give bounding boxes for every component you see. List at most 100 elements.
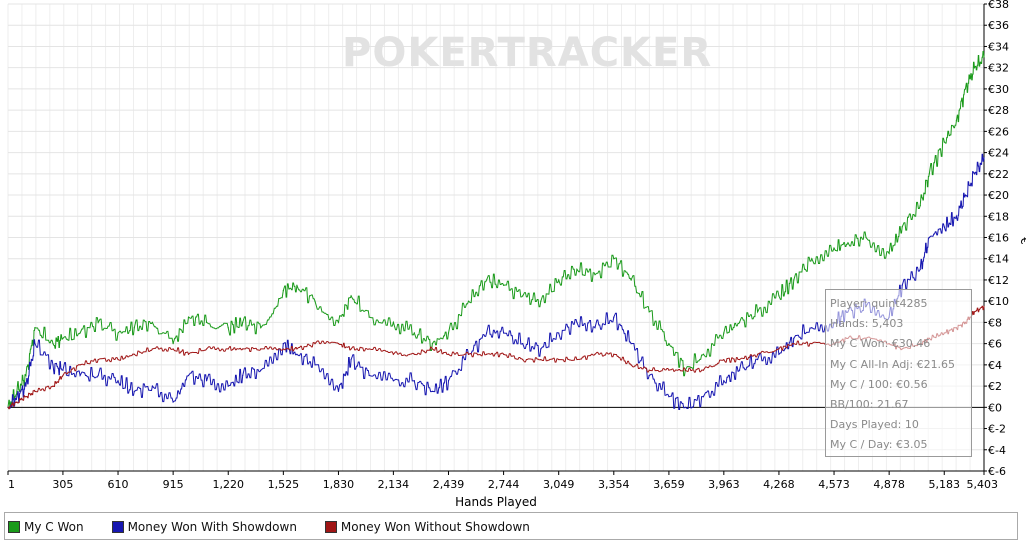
- y-tick-label: €20: [988, 189, 1009, 202]
- y-axis-label: €: [1018, 237, 1026, 245]
- legend-item-my-c-won: My C Won: [8, 520, 84, 534]
- data-point: [576, 268, 578, 270]
- data-point: [97, 358, 99, 361]
- x-tick-label: 3,659: [653, 478, 685, 491]
- data-point: [702, 353, 705, 355]
- data-point: [282, 289, 284, 292]
- data-point: [983, 157, 985, 159]
- data-point: [314, 343, 316, 345]
- data-point: [811, 258, 813, 260]
- x-tick-label: 2,439: [433, 478, 465, 491]
- data-point: [337, 321, 340, 324]
- data-point: [630, 343, 632, 345]
- data-point: [811, 343, 813, 345]
- legend-label: Money Won With Showdown: [127, 520, 297, 534]
- legend-label: Money Won Without Showdown: [340, 520, 530, 534]
- data-point: [684, 369, 686, 371]
- data-point: [34, 390, 36, 392]
- y-tick-label: €34: [988, 40, 1009, 53]
- y-tick-label: €-6: [988, 465, 1006, 478]
- data-point: [793, 337, 795, 339]
- y-tick-label: €10: [988, 295, 1009, 308]
- data-point: [62, 337, 64, 339]
- data-point: [522, 343, 524, 345]
- data-point: [702, 396, 705, 398]
- stat-won: My C Won: €30.46: [830, 337, 931, 351]
- data-point: [540, 358, 542, 361]
- data-point: [16, 390, 18, 392]
- data-point: [205, 380, 208, 382]
- data-point: [757, 311, 759, 313]
- data-point: [630, 364, 632, 366]
- data-point: [668, 343, 670, 345]
- data-point: [576, 358, 578, 361]
- data-point: [227, 327, 229, 329]
- x-tick-label: 2,744: [488, 478, 520, 491]
- data-point: [242, 374, 244, 377]
- data-point: [296, 284, 298, 286]
- x-tick-label: 1,830: [323, 478, 355, 491]
- data-point: [368, 374, 370, 377]
- data-point: [723, 358, 725, 361]
- data-point: [502, 284, 505, 286]
- data-point: [901, 284, 903, 286]
- legend-swatch: [111, 521, 124, 533]
- data-point: [613, 353, 615, 355]
- data-point: [558, 332, 560, 334]
- y-tick-label: €30: [988, 83, 1009, 96]
- data-point: [133, 327, 135, 329]
- data-point: [117, 380, 119, 382]
- data-point: [901, 226, 903, 228]
- x-tick-label: 4,573: [818, 478, 850, 491]
- x-tick-label: 4,878: [873, 478, 905, 491]
- data-point: [227, 385, 229, 387]
- legend-swatch: [324, 521, 337, 533]
- data-point: [983, 305, 985, 308]
- data-point: [888, 252, 890, 255]
- data-point: [172, 401, 174, 403]
- x-tick-label: 3,354: [598, 478, 630, 491]
- data-point: [558, 279, 560, 281]
- data-point: [117, 332, 119, 334]
- data-point: [151, 321, 153, 324]
- data-point: [847, 242, 849, 244]
- data-point: [25, 396, 27, 398]
- y-tick-label: €36: [988, 19, 1009, 32]
- data-point: [943, 141, 945, 143]
- legend-label: My C Won: [24, 520, 84, 534]
- data-point: [97, 374, 99, 377]
- data-point: [594, 274, 596, 276]
- data-point: [7, 406, 9, 408]
- data-point: [486, 353, 488, 355]
- data-point: [793, 343, 795, 345]
- legend-item-without-showdown: Money Won Without Showdown: [324, 520, 530, 534]
- data-point: [52, 385, 54, 387]
- data-point: [350, 358, 352, 361]
- data-point: [964, 88, 966, 90]
- data-point: [151, 385, 153, 387]
- data-point: [187, 374, 190, 377]
- data-point: [738, 358, 741, 361]
- data-point: [187, 316, 190, 318]
- data-point: [540, 300, 542, 302]
- y-tick-label: €16: [988, 232, 1009, 245]
- data-point: [413, 353, 415, 355]
- stats-box: Player: quint4285 Hands: 5,403 My C Won:…: [825, 289, 972, 457]
- data-point: [413, 380, 415, 382]
- x-tick-label: 3,963: [708, 478, 740, 491]
- data-point: [260, 369, 262, 371]
- data-point: [368, 348, 370, 350]
- data-point: [25, 385, 27, 387]
- legend-item-with-showdown: Money Won With Showdown: [111, 520, 297, 534]
- data-point: [778, 295, 780, 297]
- data-point: [282, 348, 284, 350]
- y-tick-label: €18: [988, 210, 1009, 223]
- data-point: [282, 343, 284, 345]
- legend-frame: [4, 512, 1018, 540]
- data-point: [447, 332, 450, 334]
- data-point: [133, 353, 135, 355]
- stat-days: Days Played: 10: [830, 418, 919, 432]
- y-tick-label: €6: [988, 338, 1002, 351]
- y-tick-label: €12: [988, 274, 1009, 287]
- data-point: [242, 321, 244, 324]
